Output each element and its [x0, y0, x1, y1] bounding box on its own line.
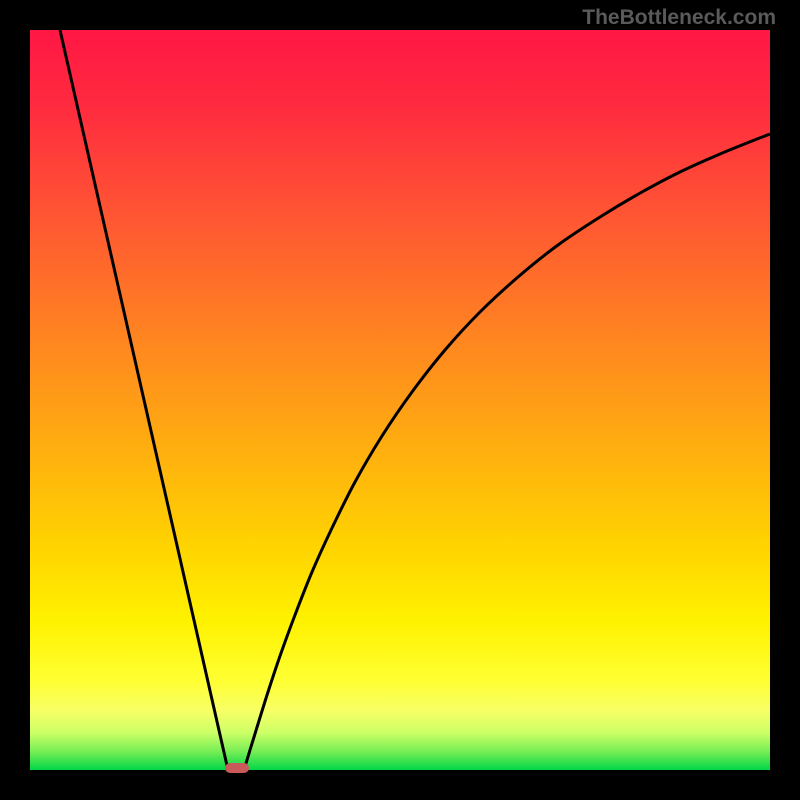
watermark-text: TheBottleneck.com [582, 6, 776, 30]
curve-left-segment [60, 30, 228, 770]
curve-right-segment [244, 134, 770, 770]
bottleneck-curve [30, 30, 770, 770]
plot-area [30, 30, 770, 770]
optimal-marker [225, 763, 249, 773]
